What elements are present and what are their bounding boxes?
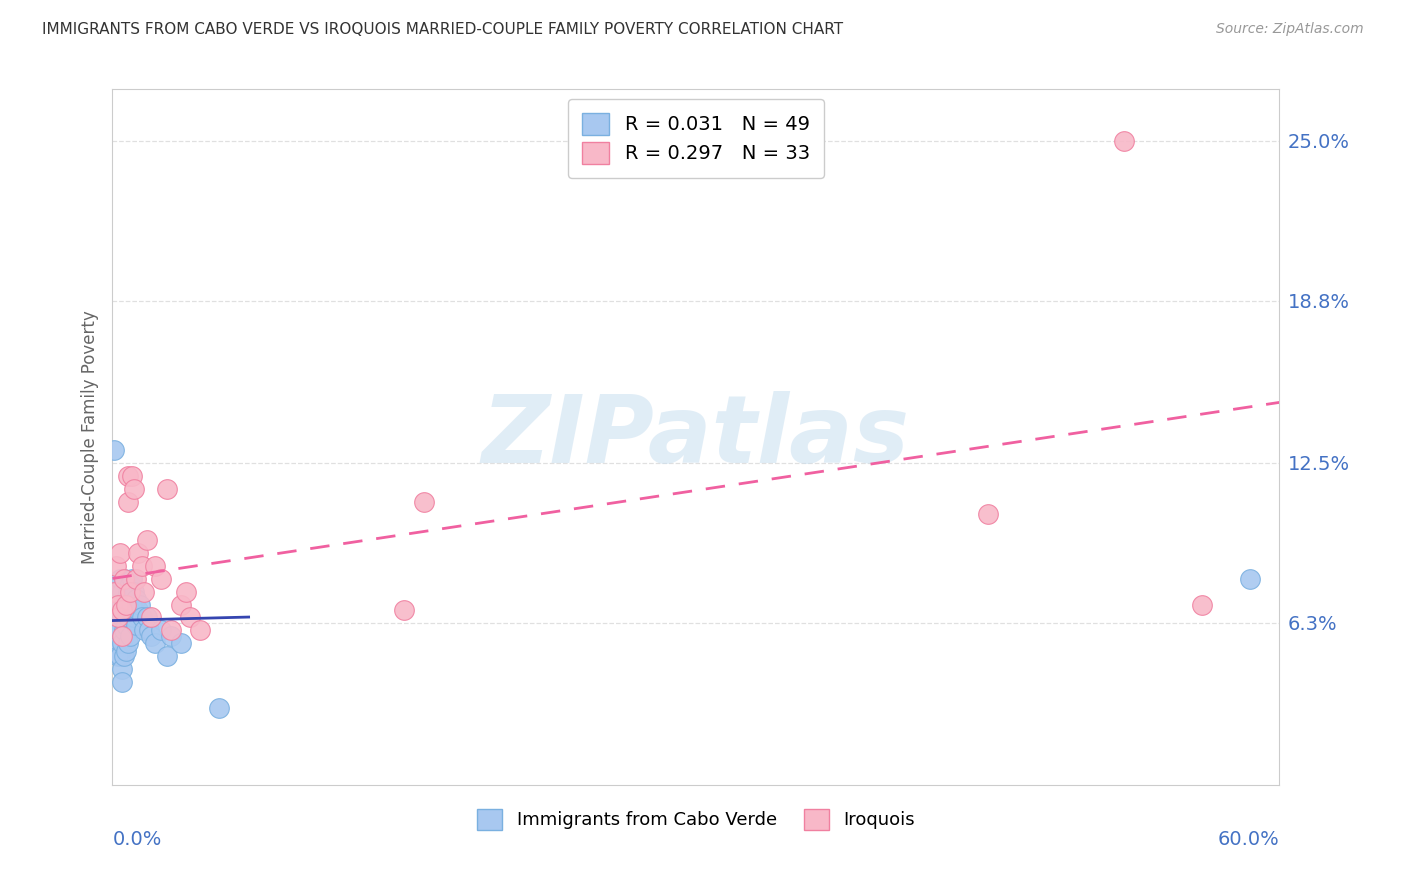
Point: [150, 624, 173, 638]
Point: [111, 674, 134, 689]
Legend: Immigrants from Cabo Verde, Iroquois: Immigrants from Cabo Verde, Iroquois: [468, 799, 924, 838]
Point: [111, 662, 134, 676]
Point: [121, 572, 143, 586]
Text: ZIPatlas: ZIPatlas: [482, 391, 910, 483]
Point: [143, 558, 166, 573]
Point: [110, 572, 132, 586]
Point: [125, 618, 148, 632]
Point: [394, 603, 416, 617]
Point: [110, 649, 132, 664]
Point: [115, 598, 138, 612]
Point: [115, 644, 138, 658]
Point: [117, 636, 139, 650]
Point: [117, 610, 139, 624]
Point: [127, 546, 149, 560]
Point: [138, 624, 160, 638]
Point: [107, 598, 129, 612]
Point: [107, 598, 129, 612]
Point: [125, 592, 148, 607]
Point: [141, 610, 163, 624]
Point: [112, 572, 135, 586]
Point: [160, 628, 183, 642]
Point: [132, 624, 155, 638]
Point: [118, 628, 141, 642]
Point: [117, 494, 139, 508]
Point: [118, 603, 141, 617]
Point: [111, 584, 134, 599]
Point: [117, 468, 139, 483]
Point: [103, 442, 125, 457]
Point: [107, 610, 129, 624]
Point: [112, 649, 135, 664]
Point: [112, 624, 135, 638]
Point: [188, 624, 211, 638]
Point: [111, 628, 134, 642]
Point: [117, 584, 139, 599]
Point: [150, 572, 173, 586]
Point: [176, 584, 198, 599]
Text: IMMIGRANTS FROM CABO VERDE VS IROQUOIS MARRIED-COUPLE FAMILY POVERTY CORRELATION: IMMIGRANTS FROM CABO VERDE VS IROQUOIS M…: [42, 22, 844, 37]
Point: [110, 598, 132, 612]
Point: [121, 598, 143, 612]
Text: Source: ZipAtlas.com: Source: ZipAtlas.com: [1216, 22, 1364, 37]
Point: [1239, 572, 1261, 586]
Point: [169, 636, 191, 650]
Point: [115, 618, 138, 632]
Point: [111, 603, 134, 617]
Point: [122, 610, 145, 624]
Point: [110, 624, 132, 638]
Point: [122, 584, 145, 599]
Point: [103, 584, 125, 599]
Point: [122, 482, 145, 496]
Point: [103, 636, 125, 650]
Point: [156, 649, 179, 664]
Point: [179, 610, 201, 624]
Point: [131, 610, 153, 624]
Point: [208, 700, 231, 714]
Point: [132, 584, 155, 599]
Point: [118, 577, 141, 591]
Point: [976, 508, 998, 522]
Point: [111, 610, 134, 624]
Point: [127, 603, 149, 617]
Point: [107, 649, 129, 664]
Point: [143, 636, 166, 650]
Point: [156, 482, 179, 496]
Point: [105, 558, 128, 573]
Point: [107, 624, 129, 638]
Point: [105, 610, 128, 624]
Point: [112, 572, 135, 586]
Point: [121, 468, 143, 483]
Point: [112, 598, 135, 612]
Point: [1191, 598, 1213, 612]
Y-axis label: Married-Couple Family Poverty: Married-Couple Family Poverty: [80, 310, 98, 564]
Point: [111, 636, 134, 650]
Point: [169, 598, 191, 612]
Point: [128, 598, 150, 612]
Point: [160, 624, 183, 638]
Point: [131, 558, 153, 573]
Point: [141, 628, 163, 642]
Point: [115, 592, 138, 607]
Point: [125, 572, 148, 586]
Point: [1112, 134, 1135, 148]
Point: [412, 494, 434, 508]
Point: [136, 610, 159, 624]
Point: [118, 584, 141, 599]
Text: 0.0%: 0.0%: [112, 830, 162, 849]
Text: 60.0%: 60.0%: [1218, 830, 1279, 849]
Point: [105, 584, 128, 599]
Point: [136, 533, 159, 548]
Point: [110, 546, 132, 560]
